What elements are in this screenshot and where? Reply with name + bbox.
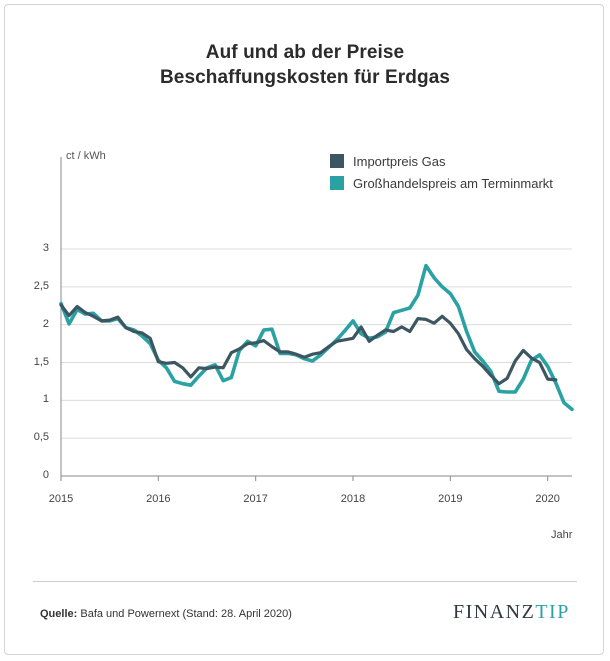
legend-label-import: Importpreis Gas bbox=[353, 153, 446, 169]
series-line-wholesale bbox=[59, 263, 574, 412]
y-axis-unit: ct / kWh bbox=[66, 150, 106, 162]
chart-card bbox=[4, 4, 604, 655]
logo-part1: FINANZ bbox=[453, 601, 536, 623]
x-tick-label: 2019 bbox=[438, 493, 463, 505]
legend-swatch-wholesale bbox=[330, 176, 344, 190]
finanztip-logo: FINANZTIP bbox=[453, 601, 570, 624]
logo-part2: TIP bbox=[535, 601, 570, 623]
source-note: Quelle: Bafa und Powernext (Stand: 28. A… bbox=[40, 608, 292, 620]
x-axis-label: Jahr bbox=[551, 529, 573, 541]
x-tick-label: 2017 bbox=[243, 493, 268, 505]
source-text: Bafa und Powernext (Stand: 28. April 202… bbox=[80, 608, 292, 620]
legend-item-import: Importpreis Gas bbox=[330, 150, 553, 172]
y-tick-label: 3 bbox=[42, 242, 49, 254]
y-tick-label: 0 bbox=[42, 469, 49, 481]
chart-subtitle: Beschaffungskosten für Erdgas bbox=[159, 67, 451, 88]
source-label: Quelle: bbox=[40, 608, 78, 620]
x-tick-label: 2018 bbox=[340, 493, 366, 505]
y-tick-label: 0,5 bbox=[33, 431, 49, 444]
x-tick-label: 2016 bbox=[146, 493, 171, 505]
footer-divider bbox=[33, 581, 577, 582]
series-line-import bbox=[59, 303, 558, 386]
legend-label-wholesale: Großhandelspreis am Terminmarkt bbox=[353, 175, 553, 191]
chart-title: Auf und ab der Preise bbox=[205, 42, 405, 63]
y-tick-label: 1,5 bbox=[33, 355, 49, 368]
x-tick-label: 2020 bbox=[535, 493, 560, 505]
y-tick-label: 2,5 bbox=[33, 279, 49, 292]
legend: Importpreis Gas Großhandelspreis am Term… bbox=[330, 150, 553, 194]
legend-swatch-import bbox=[330, 154, 344, 168]
x-tick-label: 2015 bbox=[48, 493, 74, 505]
y-tick-label: 2 bbox=[42, 317, 49, 330]
legend-item-wholesale: Großhandelspreis am Terminmarkt bbox=[330, 172, 553, 194]
y-tick-label: 1 bbox=[42, 393, 49, 406]
